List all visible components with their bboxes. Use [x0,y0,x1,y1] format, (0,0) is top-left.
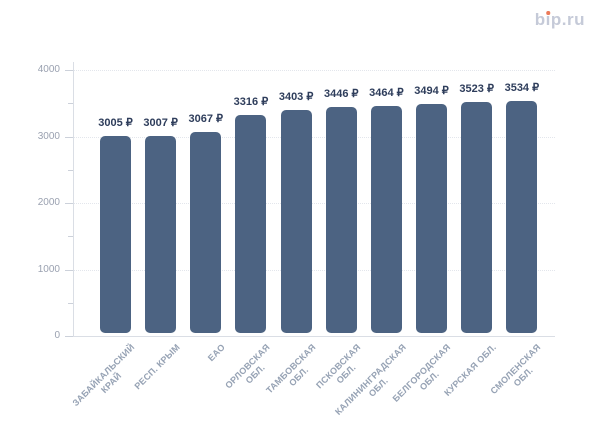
bar-value-label: 3446 ₽ [323,87,359,100]
y-axis-major-tick [65,70,73,71]
y-axis-label: 3000 [37,130,60,142]
bar-value-label: 3494 ₽ [414,84,449,97]
y-axis-label: 1000 [37,263,60,275]
y-axis-minor-tick [68,103,73,105]
bar-3[interactable] [190,132,222,333]
logo-letters: p.ru [550,10,585,29]
bar-8[interactable] [416,103,448,333]
bar-value-label: 3316 ₽ [233,96,269,109]
bar-9[interactable] [461,101,493,333]
y-axis-label: 2000 [37,197,60,208]
bar-4[interactable] [235,115,267,333]
y-axis-major-tick [65,136,73,138]
y-axis-minor-tick [68,236,73,238]
y-axis-major-tick [65,203,73,204]
bar-value-label: 3005 ₽ [98,117,133,130]
bar-6[interactable] [325,106,357,333]
x-axis-line [73,336,555,337]
y-gridline [73,136,555,138]
bar-5[interactable] [280,109,312,333]
y-gridline [73,203,555,204]
y-gridline [73,70,555,71]
bar-value-label: 3523 ₽ [459,82,494,95]
site-logo[interactable]: bı p.ru [535,10,585,30]
logo-letter-i: ı [545,10,551,29]
y-axis-minor-tick [68,169,73,171]
y-axis-major-tick [65,269,73,271]
y-axis-line [73,62,74,336]
x-axis-category-label: СМОЛЕНСКАЯ ОБЛ. [488,342,543,397]
bar-value-label: 3067 ₽ [188,113,224,126]
logo-letters: b [534,10,546,29]
bar-1[interactable] [100,136,131,333]
x-axis-category-label: ЗАБАЙКАЛЬСКИЙ КРАЙ [70,342,137,409]
x-axis-category-label: ЕАО [205,342,227,364]
bar-10[interactable] [506,100,538,333]
x-axis-category-label: РЕСП. КРЫМ [132,342,182,392]
bar-value-label: 3534 ₽ [504,81,540,94]
y-gridline [73,269,555,271]
y-axis-minor-tick [68,302,73,304]
y-axis-label: 0 [54,330,60,341]
y-axis-label: 4000 [37,64,60,75]
bar-value-label: 3464 ₽ [369,86,404,99]
y-axis-major-tick [65,336,73,337]
bar-7[interactable] [370,105,402,333]
bar-value-label: 3403 ₽ [278,90,314,103]
bar-value-label: 3007 ₽ [143,117,178,130]
bar-2[interactable] [145,136,177,333]
logo-i-dot-icon [546,11,551,15]
